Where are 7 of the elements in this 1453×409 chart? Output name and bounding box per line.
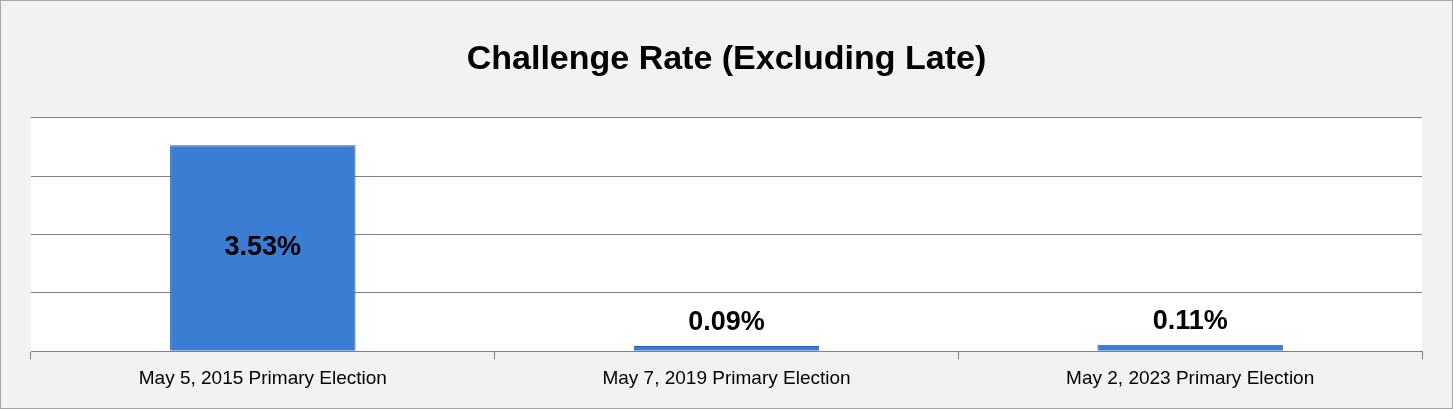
data-label: 0.11%: [1152, 304, 1228, 335]
x-tick-label: May 2, 2023 Primary Election: [1066, 366, 1315, 388]
x-tick-label: May 7, 2019 Primary Election: [602, 366, 851, 388]
data-label: 0.09%: [688, 305, 765, 336]
data-label: 3.53%: [224, 231, 302, 262]
x-tick-label: May 5, 2015 Primary Election: [138, 366, 387, 388]
chart-title: Challenge Rate (Excluding Late): [466, 37, 987, 76]
